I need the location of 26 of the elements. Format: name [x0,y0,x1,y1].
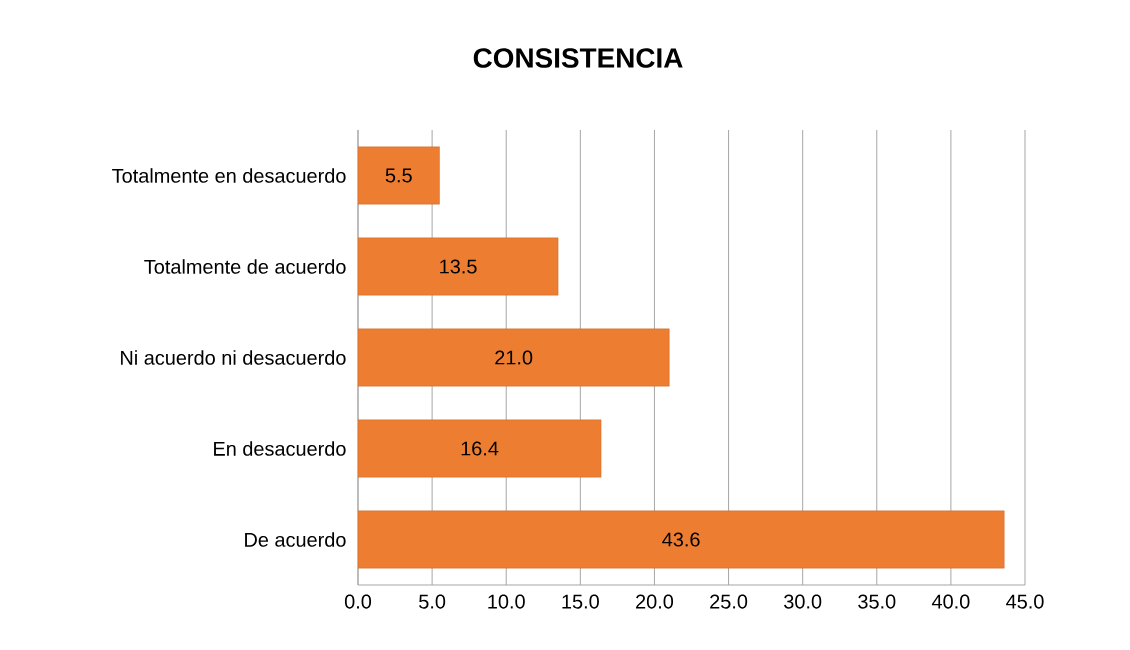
bar [358,328,670,387]
x-tick-label: 20.0 [636,594,674,609]
bar [358,510,1005,569]
x-tick-label: 0.0 [344,594,372,609]
bar [358,146,440,205]
x-tick-label: 15.0 [562,594,599,609]
x-tick-label: 5.0 [419,594,446,609]
bar [358,419,602,478]
x-tick-label: 40.0 [931,594,970,609]
x-tick-label: 35.0 [858,594,896,609]
data-label: 13.5 [440,259,477,274]
y-tick-label: Ni acuerdo ni desacuerdo [121,350,346,365]
data-label: 43.6 [662,532,700,547]
y-tick-label: En desacuerdo [214,441,346,456]
y-tick-label: Totalmente en desacuerdo [112,168,346,183]
x-tick-label: 30.0 [784,594,822,609]
data-label: 5.5 [385,168,412,183]
x-tick-label: 45.0 [1006,594,1044,609]
x-tick-label: 25.0 [710,594,748,609]
data-label: 21.0 [495,350,533,365]
bar [358,237,559,296]
data-label: 16.4 [461,441,499,456]
x-tick-label: 10.0 [488,594,525,609]
y-tick-label: De acuerdo [245,532,346,547]
y-tick-label: Totalmente de acuerdo [144,259,346,274]
chart-title: CONSISTENCIA [473,48,683,68]
